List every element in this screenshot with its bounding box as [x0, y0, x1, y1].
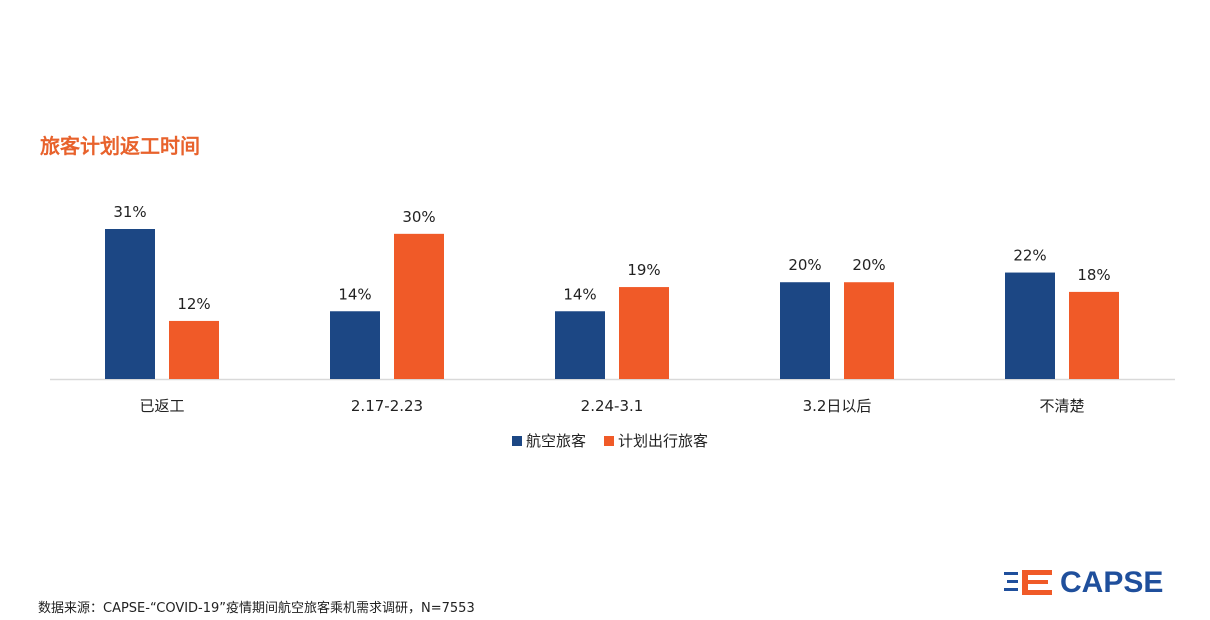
bar-chart: 31% 12% 14% 30% 14% 19% 20% 20% 22% 18% 已返工 2.17-2…: [50, 203, 1175, 415]
bar-2-3: [619, 287, 669, 379]
x-tick-label-5: 不清楚: [1039, 397, 1084, 415]
legend: 航空旅客 计划出行旅客: [512, 430, 708, 451]
x-tick-label-2: 2.17-2.23: [351, 397, 423, 415]
data-label-2-2: 30%: [402, 208, 435, 226]
legend-label-series2: 计划出行旅客: [618, 432, 709, 450]
data-label-1-2: 14%: [338, 285, 371, 303]
bar-2-2: [394, 233, 444, 379]
data-label-2-5: 18%: [1077, 266, 1110, 284]
source-note: 数据来源：CAPSE-“COVID-19”疫情期间航空旅客乘机需求调研，N=75…: [38, 601, 475, 616]
bar-2-5: [1069, 291, 1119, 379]
bar-1-1: [105, 229, 155, 379]
bar-1-4: [780, 282, 830, 379]
bar-2-4: [844, 282, 894, 379]
bar-1-3: [555, 311, 605, 379]
legend-swatch-series1: [512, 435, 522, 446]
data-label-1-5: 22%: [1013, 247, 1046, 265]
data-label-2-3: 19%: [627, 261, 660, 279]
data-label-2-4: 20%: [852, 256, 885, 274]
bar-1-5: [1005, 272, 1055, 379]
data-label-1-3: 14%: [563, 285, 596, 303]
x-tick-label-3: 2.24-3.1: [581, 397, 644, 415]
legend-item-series1: 航空旅客: [512, 430, 586, 451]
bar-1-2: [330, 311, 380, 379]
legend-item-series2: 计划出行旅客: [604, 430, 708, 451]
capse-logo-icon: [1004, 570, 1052, 595]
data-label-2-1: 12%: [177, 295, 210, 313]
chart-title: 旅客计划返工时间: [40, 134, 200, 158]
data-label-1-4: 20%: [788, 256, 821, 274]
logo-text: CAPSE: [1060, 566, 1164, 599]
x-tick-label-1: 已返工: [139, 397, 184, 415]
data-label-1-1: 31%: [113, 203, 146, 221]
legend-swatch-series2: [604, 435, 615, 446]
capse-logo: CAPSE: [1004, 566, 1163, 600]
bar-2-1: [169, 320, 219, 379]
legend-label-series1: 航空旅客: [526, 432, 587, 450]
x-tick-label-4: 3.2日以后: [803, 397, 872, 415]
